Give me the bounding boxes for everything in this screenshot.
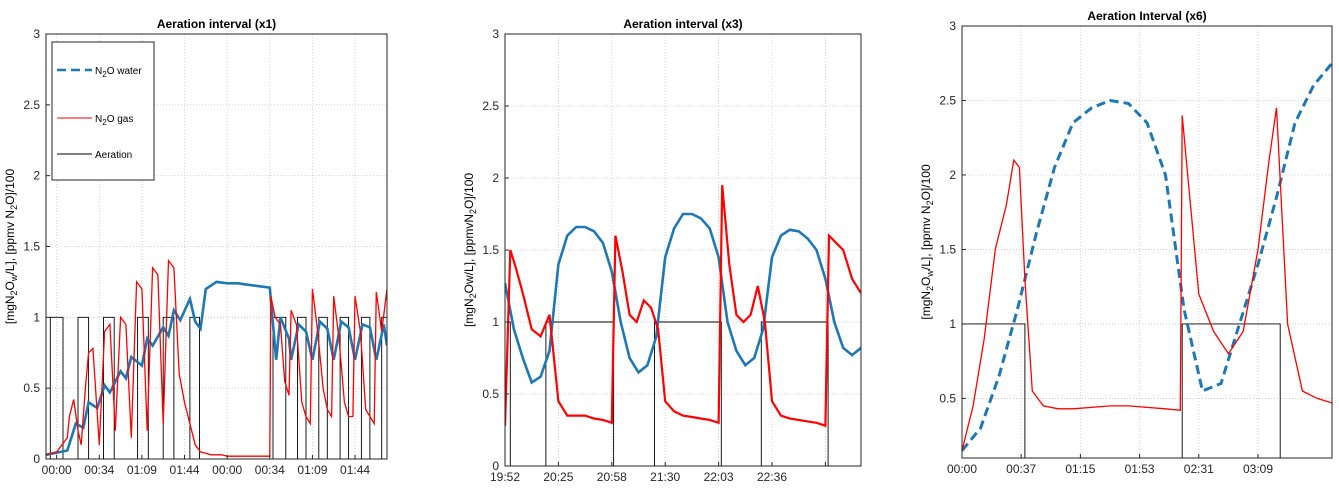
x-tick-label: 19:52	[490, 470, 520, 484]
y-tick-label: 2	[949, 168, 956, 182]
y-tick-label: 1	[492, 315, 499, 329]
n2o-gas-line	[46, 258, 387, 457]
chart-title: Aeration interval (x3)	[623, 17, 742, 31]
n2o-water-line	[962, 62, 1332, 452]
chart-2: 19:52 20:25 20:58 21:30 22:03 22:36 0 0.5 1 1.5 2 2…	[462, 17, 862, 484]
y-axis-label: [mgN2Ow/L], [ppmv N2O]/100	[919, 164, 935, 320]
y-tick-label: 1.5	[482, 243, 499, 257]
n2o-water-line	[46, 280, 387, 457]
y-tick-label: 3	[949, 19, 956, 33]
x-tick-label: 01:44	[340, 463, 370, 477]
x-tick-label: 00:00	[947, 462, 977, 476]
y-axis-label: [mgN2Ow/L], [ppmv N2O]/100	[3, 169, 19, 325]
y-tick-label: 3	[33, 27, 40, 41]
legend-label: N2O water	[95, 66, 142, 79]
x-tick-label: 00:34	[84, 463, 114, 477]
legend-label: N2O gas	[95, 114, 133, 127]
chart-3: 00:00 00:37 01:15 01:53 02:31 03:09 0.5 1 1.5 2 2.…	[919, 9, 1333, 476]
y-tick-label: 2.5	[482, 99, 499, 113]
n2o-gas-line	[505, 185, 861, 428]
y-tick-label: 3	[492, 27, 499, 41]
x-tick-label: 01:53	[1125, 462, 1155, 476]
x-tick-label: 00:37	[1006, 462, 1036, 476]
x-tick-label: 22:36	[757, 470, 787, 484]
plot-area	[962, 26, 1332, 458]
aeration-line	[46, 316, 387, 459]
aeration-line	[505, 321, 861, 466]
legend-label: Aeration	[95, 150, 132, 161]
x-tick-label: 01:15	[1065, 462, 1095, 476]
y-tick-label: 2.5	[939, 93, 956, 107]
y-tick-label: 0.5	[482, 387, 499, 401]
legend-box	[51, 41, 155, 181]
y-axis-label: [mgN2Ow/L], [ppmvN2O]/100	[462, 173, 478, 327]
chart-title: Aeration Interval (x6)	[1087, 9, 1206, 23]
x-tick-label: 01:09	[127, 463, 157, 477]
axes-box	[961, 25, 1333, 459]
legend: N2O water N2O gas Aeration	[51, 41, 155, 181]
x-tick-label: 21:30	[650, 470, 680, 484]
y-tick-label: 0.5	[939, 391, 956, 405]
chart-title: Aeration interval (x1)	[157, 17, 276, 31]
x-tick-label: 03:09	[1243, 462, 1273, 476]
x-tick-label: 00:00	[42, 463, 72, 477]
y-tick-label: 0	[492, 459, 499, 473]
y-tick-label: 0	[33, 452, 40, 466]
y-tick-label: 0.5	[23, 381, 40, 395]
aeration-line	[962, 323, 1332, 458]
x-tick-label: 02:31	[1184, 462, 1214, 476]
x-tick-label: 00:34	[255, 463, 285, 477]
x-tick-label: 22:03	[704, 470, 734, 484]
y-tick-label: 2	[33, 169, 40, 183]
y-tick-label: 2	[492, 171, 499, 185]
n2o-water-line	[505, 212, 861, 385]
chart-1: 00:00 00:34 01:09 01:44 00:00 00:34 01:09 01:44…	[3, 17, 388, 477]
y-tick-label: 1	[33, 310, 40, 324]
x-tick-label: 20:25	[543, 470, 573, 484]
y-tick-label: 1	[949, 317, 956, 331]
y-tick-label: 1.5	[23, 240, 40, 254]
x-tick-label: 01:09	[297, 463, 327, 477]
y-tick-label: 2.5	[23, 98, 40, 112]
x-tick-label: 20:58	[597, 470, 627, 484]
n2o-gas-line	[962, 107, 1332, 451]
x-tick-label: 01:44	[170, 463, 200, 477]
y-tick-label: 1.5	[939, 242, 956, 256]
x-tick-label: 00:00	[212, 463, 242, 477]
